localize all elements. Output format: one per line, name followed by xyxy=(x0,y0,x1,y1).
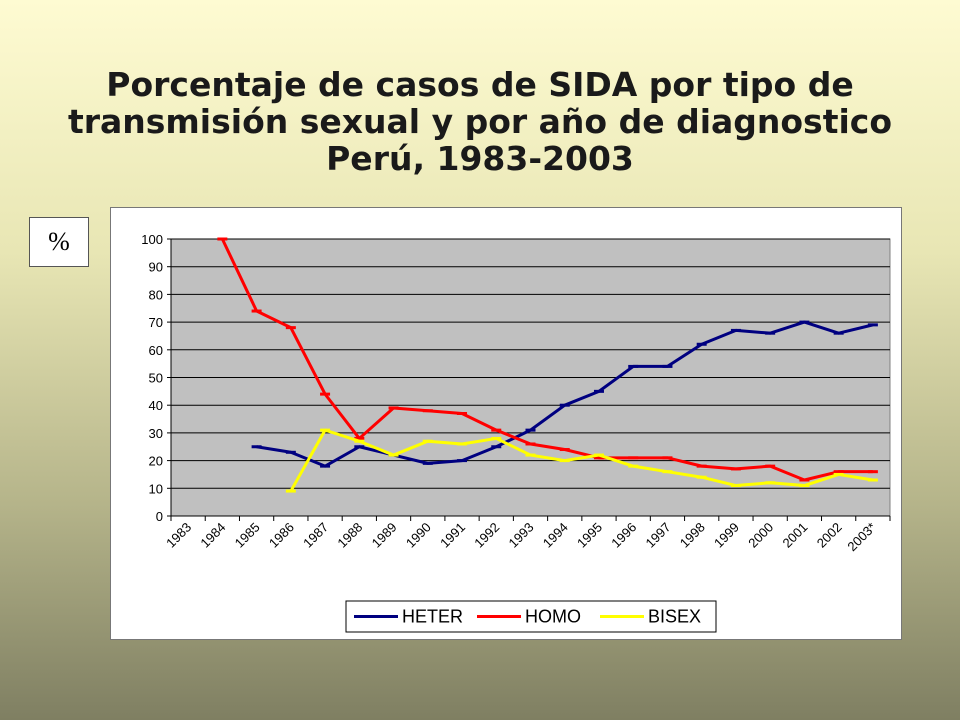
title-line-3: Perú, 1983-2003 xyxy=(326,139,634,178)
unit-label-box: % xyxy=(29,217,89,267)
x-tick-label: 1993 xyxy=(506,520,537,551)
unit-label: % xyxy=(48,227,70,256)
y-tick-label: 100 xyxy=(141,232,163,247)
legend-label-homo: HOMO xyxy=(525,607,581,627)
x-tick-label: 2000 xyxy=(745,520,776,551)
x-tick-label: 1996 xyxy=(608,520,639,551)
y-tick-label: 10 xyxy=(149,481,163,496)
x-tick-label: 2003* xyxy=(844,520,879,555)
title-line-1: Porcentaje de casos de SIDA por tipo de xyxy=(106,65,854,104)
x-tick-label: 1999 xyxy=(711,520,742,551)
y-tick-label: 20 xyxy=(149,454,163,469)
chart-panel: 0 10 20 30 40 50 60 70 80 90 100 1983 1984 1985 1986 19… xyxy=(110,207,902,640)
x-tick-label: 1991 xyxy=(437,520,468,551)
series-line-homo xyxy=(221,238,873,482)
x-tick-label: 1989 xyxy=(369,520,400,551)
legend-box xyxy=(345,600,717,633)
x-tick-label: 1992 xyxy=(471,520,502,551)
y-tick-label: 40 xyxy=(149,398,163,413)
x-tick-label: 1983 xyxy=(163,520,194,551)
y-tick-label: 30 xyxy=(149,426,163,441)
y-tick-label: 70 xyxy=(149,315,163,330)
x-tick-label: 1988 xyxy=(334,520,365,551)
x-tick-label: 1994 xyxy=(540,520,571,551)
x-tick-label: 1998 xyxy=(677,520,708,551)
legend-label-bisex: BISEX xyxy=(648,607,701,627)
series-line-bisex xyxy=(289,428,874,492)
x-tick-label: 1985 xyxy=(232,520,263,551)
y-tick-label: 80 xyxy=(149,287,163,302)
title-line-2: transmisión sexual y por año de diagnost… xyxy=(67,102,893,141)
x-tick-label: 2002 xyxy=(814,520,845,551)
x-tick-label: 1997 xyxy=(643,520,674,551)
y-tick-label: 50 xyxy=(149,371,163,386)
x-tick-label: 1986 xyxy=(266,520,297,551)
x-tick-label: 1984 xyxy=(197,520,228,551)
y-tick-label: 90 xyxy=(149,260,163,275)
x-tick-label: 1987 xyxy=(300,520,331,551)
x-tick-label: 1995 xyxy=(574,520,605,551)
y-tick-label: 60 xyxy=(149,343,163,358)
y-tick-label: 0 xyxy=(156,509,163,524)
legend-label-heter: HETER xyxy=(402,607,463,627)
x-tick-label: 1990 xyxy=(403,520,434,551)
slide-title: Porcentaje de casos de SIDA por tipo de … xyxy=(60,66,900,177)
x-tick-label: 2001 xyxy=(779,520,810,551)
